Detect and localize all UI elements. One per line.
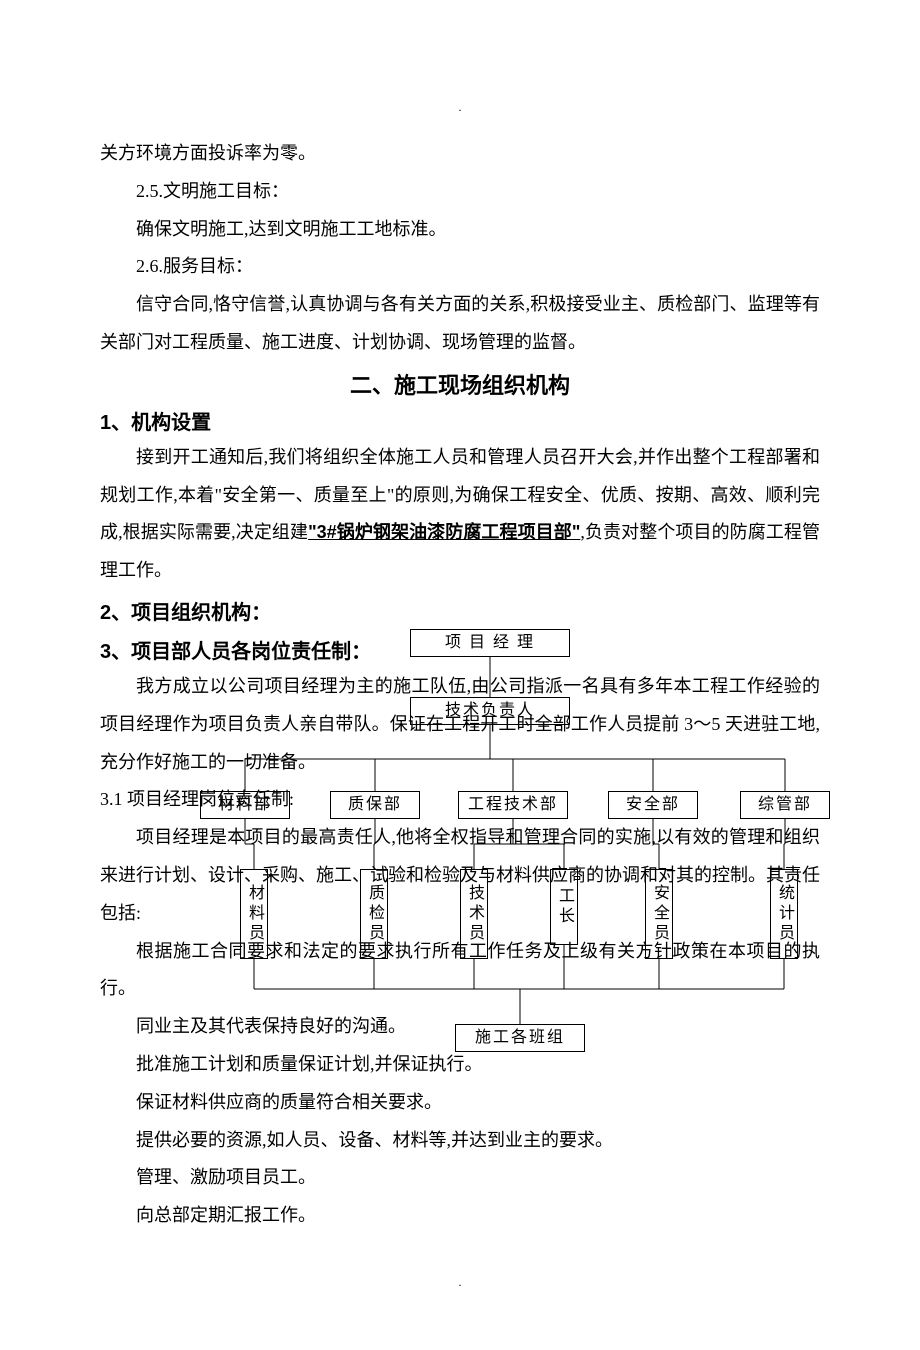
bottom-dot: . — [100, 1275, 820, 1290]
para-5: 信守合同,恪守信誉,认真协调与各有关方面的关系,积极接受业主、质检部门、监理等有… — [100, 286, 820, 362]
para-15: 管理、激励项目员工。 — [100, 1159, 820, 1197]
org-node-pm: 项 目 经 理 — [410, 629, 570, 657]
para-16: 向总部定期汇报工作。 — [100, 1197, 820, 1235]
para-6: 接到开工通知后,我们将组织全体施工人员和管理人员召开大会,并作出整个工程部署和规… — [100, 439, 820, 590]
heading-section-2: 二、施工现场组织机构 — [100, 368, 820, 400]
section-3-wrap: 3、项目部人员各岗位责任制： 我方成立以公司项目经理为主的施工队伍,由公司指派一… — [100, 629, 820, 1235]
heading-3: 3、项目部人员各岗位责任制： — [100, 635, 371, 664]
para-8: 3.1 项目经理岗位责任制: — [100, 781, 820, 819]
heading-1: 1、机构设置 — [100, 406, 820, 435]
para-3: 确保文明施工,达到文明施工工地标准。 — [100, 211, 820, 249]
para-13: 保证材料供应商的质量符合相关要求。 — [100, 1084, 820, 1122]
para-1: 关方环境方面投诉率为零。 — [100, 135, 820, 173]
para-4: 2.6.服务目标： — [100, 248, 820, 286]
para-14: 提供必要的资源,如人员、设备、材料等,并达到业主的要求。 — [100, 1122, 820, 1160]
para-10: 根据施工合同要求和法定的要求执行所有工作任务及上级有关方针政策在本项目的执行。 — [100, 933, 820, 1009]
para-7: 我方成立以公司项目经理为主的施工队伍,由公司指派一名具有多年本工程工作经验的项目… — [100, 668, 820, 781]
para-11: 同业主及其代表保持良好的沟通。 — [100, 1008, 820, 1046]
para-2: 2.5.文明施工目标： — [100, 173, 820, 211]
project-dept-name: "3#锅炉钢架油漆防腐工程项目部" — [308, 522, 580, 542]
heading-2: 2、项目组织机构： — [100, 596, 820, 625]
para-12: 批准施工计划和质量保证计划,并保证执行。 — [100, 1046, 820, 1084]
top-dot: . — [100, 100, 820, 115]
para-9: 项目经理是本项目的最高责任人,他将全权指导和管理合同的实施,以有效的管理和组织来… — [100, 819, 820, 932]
